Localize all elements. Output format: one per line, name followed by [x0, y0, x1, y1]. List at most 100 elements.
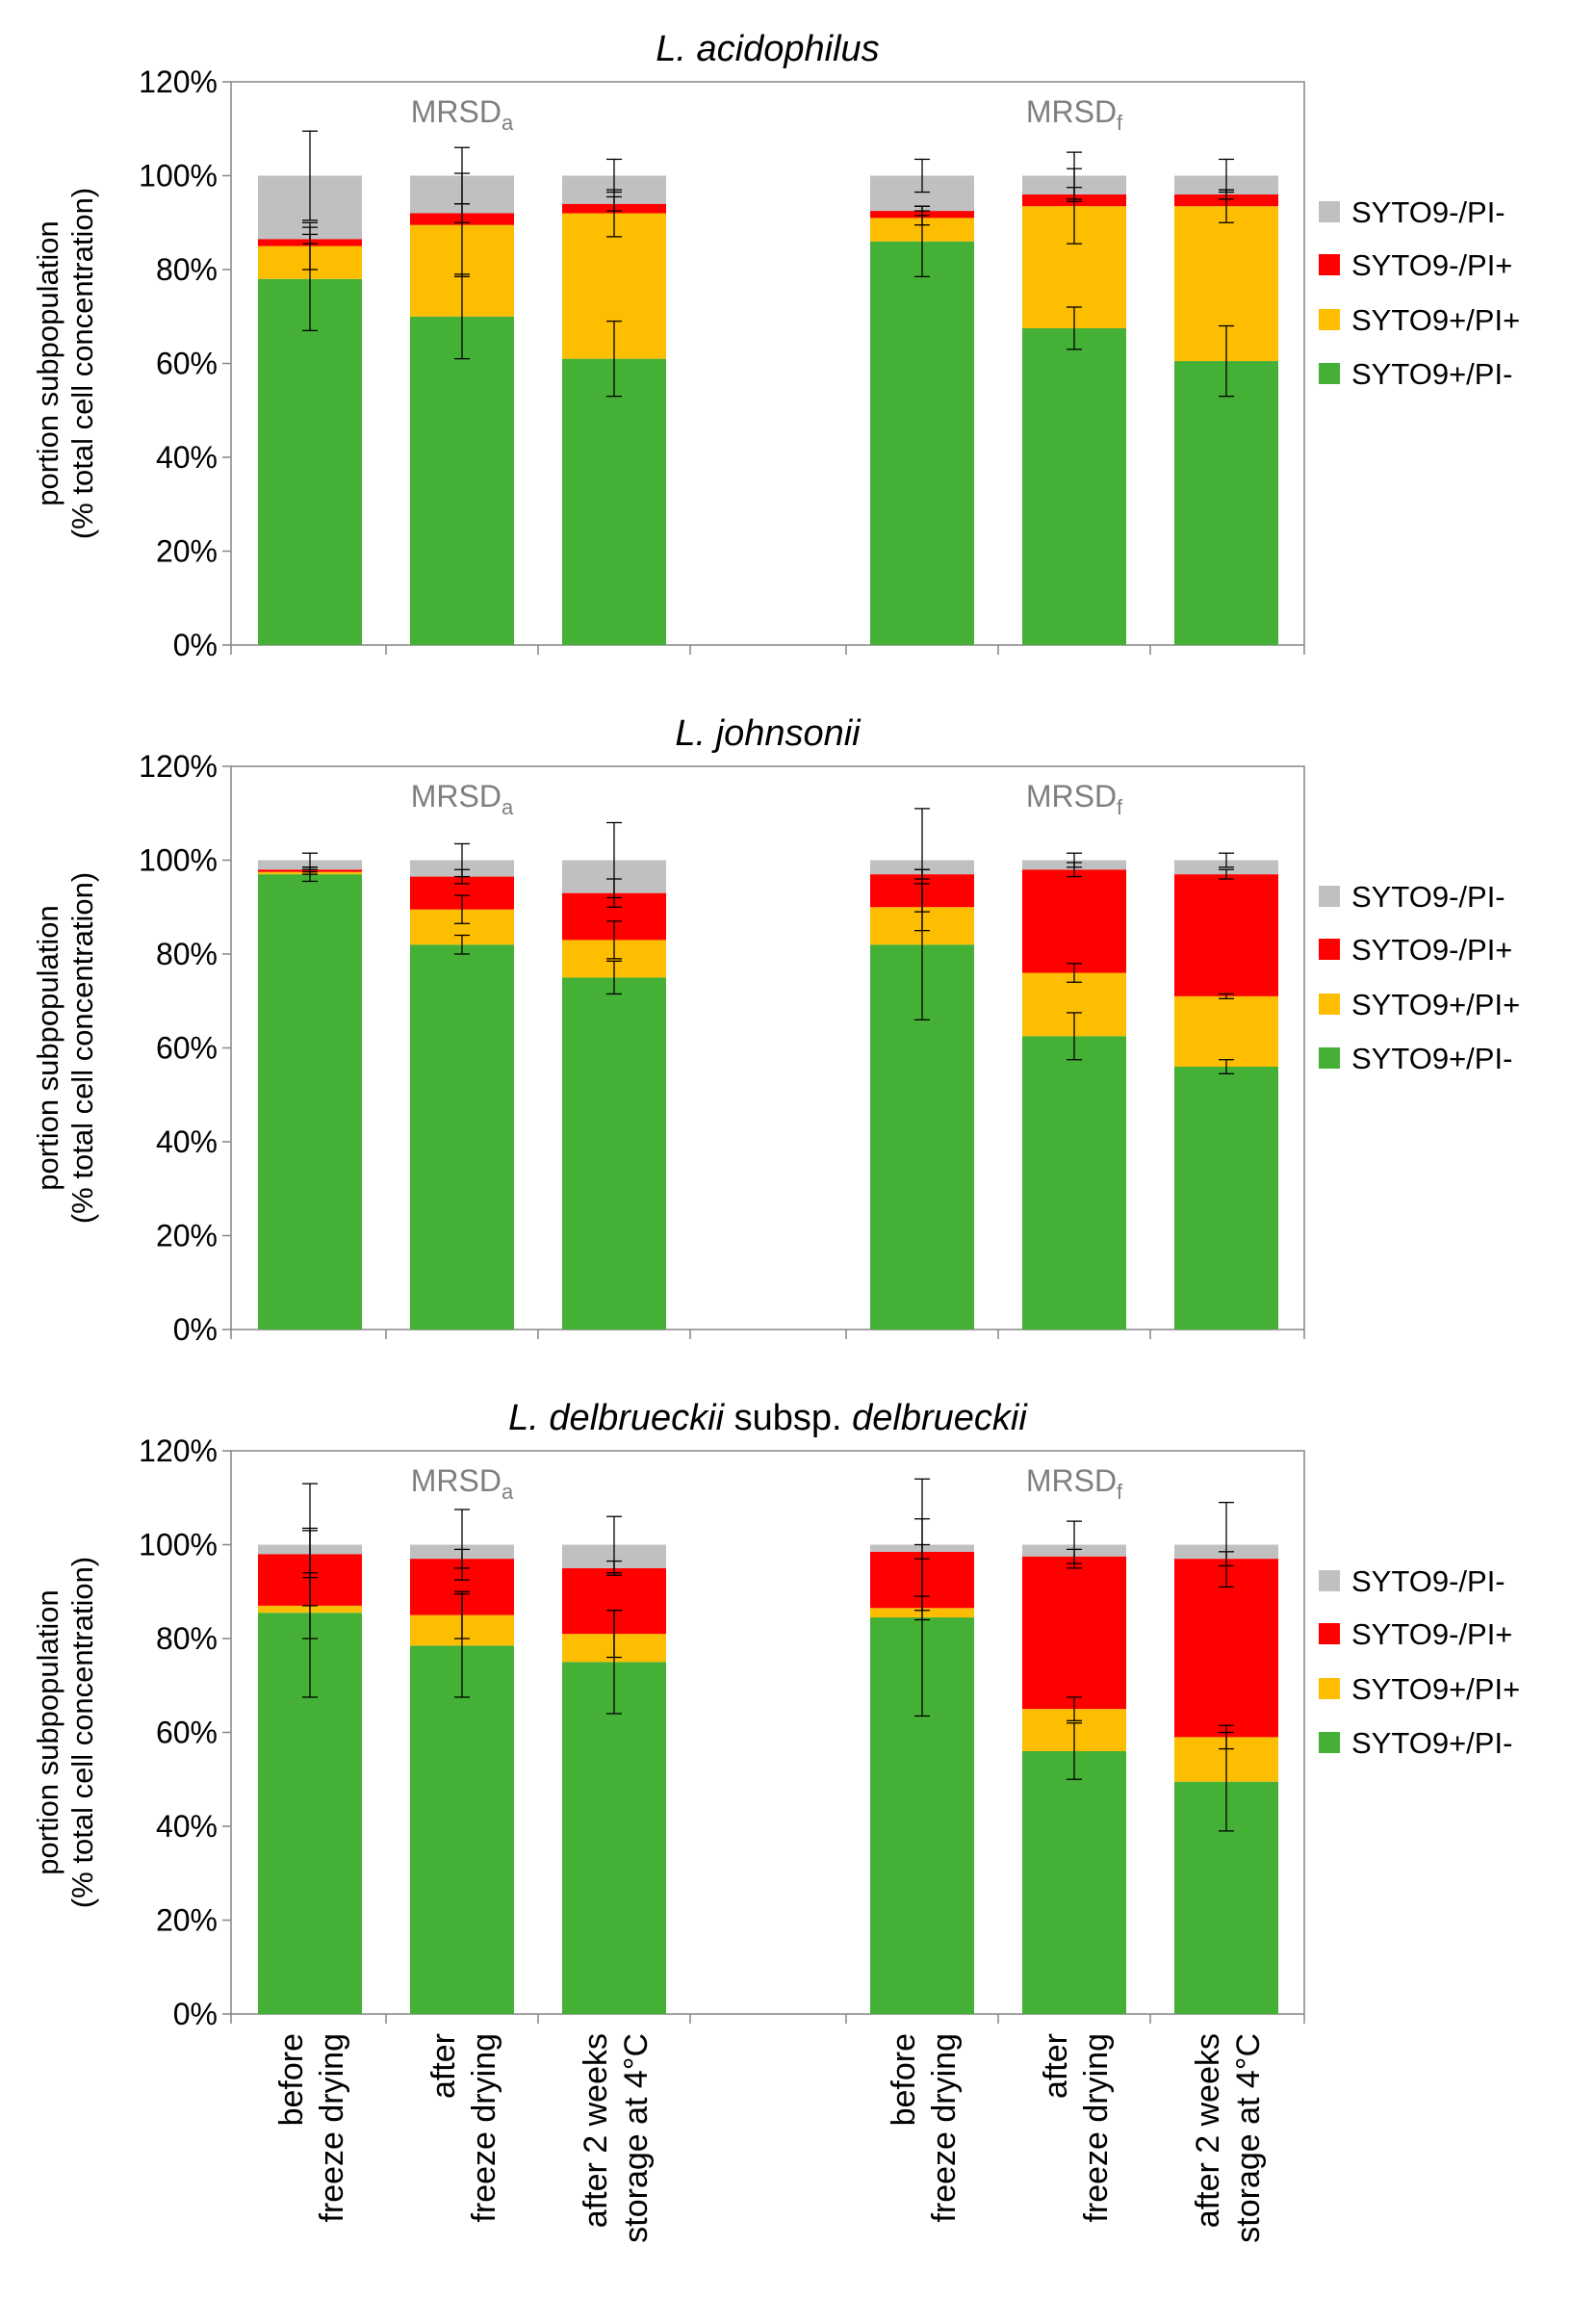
chart-panel-2: L. johnsonii 0% 20% 40% 60% 80% 100% 120% portio… [31, 713, 1520, 1347]
y-tick-label: 100% [139, 1528, 218, 1562]
legend-swatch [1319, 939, 1340, 960]
y-axis-label-line2: (% total cell concentration) [65, 188, 99, 539]
bar-segment-syto9-pi- [562, 977, 666, 1330]
group-label-subscript: a [502, 795, 514, 819]
group-label: MRSDf [1026, 779, 1123, 819]
x-category-label-line1: before [886, 2033, 922, 2126]
legend-swatch [1319, 994, 1340, 1015]
bar-segment-syto9-pi- [410, 944, 514, 1330]
y-axis-label-line1: portion subpopulation [31, 1589, 64, 1874]
y-axis-label-line2: (% total cell concentration) [65, 872, 99, 1224]
bar-segment-syto9-pi- [1174, 995, 1278, 1067]
y-tick-label: 20% [156, 1219, 218, 1253]
legend-swatch [1319, 886, 1340, 907]
group-label: MRSDa [411, 1463, 514, 1504]
x-category-label: after freeze drying [425, 2033, 502, 2223]
x-category-label: before freeze drying [273, 2033, 350, 2223]
x-category-label-line1: after 2 weeks [1190, 2033, 1226, 2228]
x-category-label-line1: after [1038, 2033, 1074, 2099]
x-category-label-line1: after 2 weeks [578, 2033, 614, 2228]
x-category-label: after 2 weeks storage at 4°C [1190, 2033, 1267, 2243]
y-tick-label: 80% [156, 937, 218, 971]
y-axis-label-line1: portion subpopulation [31, 905, 64, 1190]
legend-label: SYTO9-/PI+ [1351, 1617, 1512, 1651]
x-category-label: after freeze drying [1038, 2033, 1115, 2223]
legend-swatch [1319, 1623, 1340, 1644]
y-tick-label: 80% [156, 252, 218, 287]
y-tick-label: 40% [156, 1124, 218, 1159]
x-category-label-line2: freeze drying [466, 2033, 502, 2223]
bar-segment-syto9-pi- [1022, 1556, 1126, 1710]
legend-swatch [1319, 1678, 1340, 1699]
y-tick-label: 60% [156, 347, 218, 381]
y-tick-label: 120% [139, 1433, 218, 1468]
group-label-subscript: f [1117, 111, 1123, 135]
group-label-main: MRSD [411, 779, 502, 813]
legend-label: SYTO9-/PI- [1351, 880, 1505, 914]
bar-segment-syto9-pi- [258, 874, 362, 1330]
y-axis-label: portion subpopulation(% total cell conce… [31, 188, 99, 539]
legend-label: SYTO9+/PI+ [1351, 303, 1520, 337]
x-category-label-line2: freeze drying [1078, 2033, 1115, 2223]
group-label: MRSDf [1026, 94, 1123, 135]
x-category-label-line2: freeze drying [314, 2033, 350, 2223]
x-category-label-line1: after [425, 2033, 462, 2099]
group-label: MRSDa [411, 94, 514, 135]
legend-label: SYTO9+/PI- [1351, 357, 1512, 391]
chart-title-part: delbrueckii [852, 1398, 1028, 1438]
y-tick-label: 60% [156, 1031, 218, 1066]
chart-panel-1: L. acidophilus 0% 20% 40% 60% 80% 100% 120% port… [31, 29, 1520, 662]
y-axis-label-line2: (% total cell concentration) [65, 1557, 99, 1908]
legend-label: SYTO9+/PI- [1351, 1042, 1512, 1075]
chart-title: L. acidophilus [656, 29, 879, 69]
y-tick-label: 40% [156, 440, 218, 475]
group-label-main: MRSD [1026, 779, 1117, 813]
y-tick-label: 0% [173, 1312, 218, 1347]
group-label: MRSDf [1026, 1463, 1123, 1504]
bar-segment-syto9-pi- [562, 358, 666, 645]
x-category-label-line2: freeze drying [926, 2033, 963, 2223]
y-tick-label: 60% [156, 1716, 218, 1750]
group-label-subscript: a [502, 111, 514, 135]
group-label: MRSDa [411, 779, 514, 819]
bar-segment-syto9-pi- [1022, 1751, 1126, 2014]
y-tick-label: 20% [156, 534, 218, 569]
group-label-main: MRSD [411, 94, 502, 129]
y-axis-label: portion subpopulation(% total cell conce… [31, 1557, 99, 1908]
legend-swatch [1319, 201, 1340, 222]
chart-title-part: subsp. [724, 1398, 852, 1438]
plot-area-border [230, 765, 1305, 1330]
y-tick-label: 20% [156, 1903, 218, 1938]
bar-segment-syto9-pi- [410, 316, 514, 645]
legend-swatch [1319, 1570, 1340, 1591]
legend-label: SYTO9-/PI+ [1351, 933, 1512, 967]
legend-label: SYTO9+/PI- [1351, 1726, 1512, 1760]
legend-label: SYTO9-/PI- [1351, 1564, 1505, 1598]
y-tick-label: 0% [173, 628, 218, 662]
bar-segment-syto9-pi- [1174, 1067, 1278, 1330]
y-tick-label: 120% [139, 749, 218, 784]
group-label-subscript: f [1117, 1480, 1123, 1504]
bar-segment-syto9-pi- [1174, 361, 1278, 645]
group-label-main: MRSD [1026, 1463, 1117, 1498]
chart-panel-3: L. delbrueckii subsp. delbrueckii 0% 20% 40… [31, 1398, 1520, 2031]
legend-swatch [1319, 254, 1340, 275]
bar-segment-syto9-pi- [870, 241, 974, 645]
group-label-main: MRSD [1026, 94, 1117, 129]
bar-segment-syto9-pi- [562, 1662, 666, 2014]
y-tick-label: 80% [156, 1621, 218, 1656]
chart-title-part: L. delbrueckii [508, 1398, 725, 1438]
bar-segment-syto9-pi- [1022, 1036, 1126, 1330]
chart-title-part: L. johnsonii [675, 713, 862, 754]
group-label-main: MRSD [411, 1463, 502, 1498]
legend-swatch [1319, 309, 1340, 330]
group-label-subscript: a [502, 1480, 514, 1504]
legend-swatch [1319, 1047, 1340, 1069]
legend-label: SYTO9+/PI+ [1351, 1672, 1520, 1706]
bar-segment-syto9-pi- [1022, 327, 1126, 645]
y-tick-label: 0% [173, 1997, 218, 2031]
bar-segment-syto9-pi- [1174, 1559, 1278, 1738]
y-tick-label: 120% [139, 65, 218, 99]
